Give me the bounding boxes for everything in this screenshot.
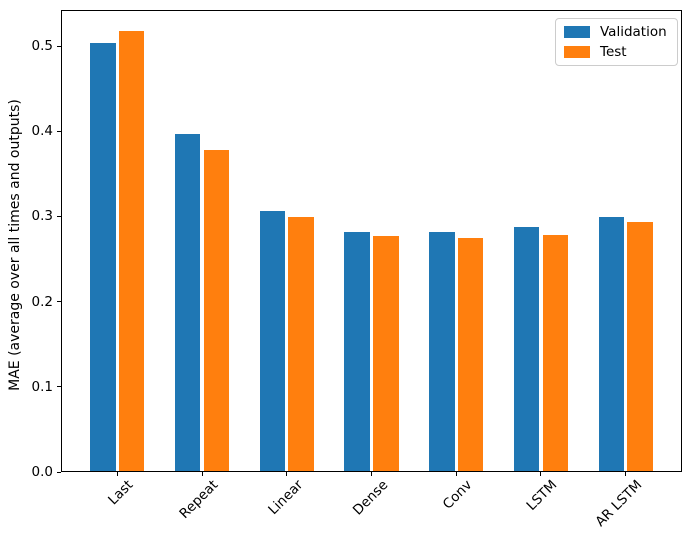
bar-test-conv: [457, 237, 484, 471]
x-tick-mark: [286, 472, 288, 476]
bar-test-linear: [288, 217, 314, 471]
x-tick-mark: [625, 472, 627, 476]
bar-test-repeat: [203, 149, 230, 471]
x-tick-label-repeat: Repeat: [176, 477, 222, 522]
legend-swatch-test: [564, 46, 590, 58]
y-tick-label: 0.1: [31, 378, 53, 395]
bar-test-ar-lstm: [627, 222, 653, 471]
x-tick-label-last: Last: [105, 477, 137, 509]
bar-validation-conv: [429, 232, 455, 471]
x-tick-label-ar-lstm: AR LSTM: [592, 477, 646, 530]
y-tick-label: 0.0: [31, 464, 53, 480]
bar-validation-dense: [344, 232, 370, 471]
x-tick-mark: [455, 472, 457, 476]
y-tick-label: 0.4: [31, 123, 53, 140]
bar-test-last: [118, 31, 145, 471]
y-tick-label: 0.2: [31, 293, 53, 310]
y-tick-mark: [57, 215, 61, 217]
bar-validation-last: [90, 43, 116, 471]
y-tick-mark: [57, 471, 61, 473]
y-tick-mark: [57, 130, 61, 132]
bar-validation-ar-lstm: [598, 217, 625, 471]
bar-validation-lstm: [513, 227, 540, 471]
bar-test-lstm: [542, 235, 569, 471]
legend-label-validation: Validation: [600, 24, 667, 40]
x-tick-label-dense: Dense: [349, 477, 391, 519]
y-tick-mark: [57, 301, 61, 303]
y-tick-mark: [57, 45, 61, 47]
y-tick-label: 0.3: [31, 208, 53, 225]
plot-area: [61, 10, 682, 472]
y-axis-label: MAE (average over all times and outputs): [7, 99, 23, 391]
x-tick-mark: [540, 472, 542, 476]
legend-swatch-validation: [564, 26, 590, 38]
legend-label-test: Test: [600, 44, 627, 60]
legend-item-validation: Validation: [564, 25, 667, 39]
y-tick-mark: [57, 386, 61, 388]
bar-test-dense: [373, 235, 399, 471]
x-tick-label-lstm: LSTM: [523, 477, 561, 514]
x-tick-mark: [201, 472, 203, 476]
bar-validation-repeat: [174, 133, 201, 471]
x-tick-mark: [116, 472, 118, 476]
legend: Validation Test: [555, 18, 678, 66]
y-tick-label: 0.5: [31, 38, 53, 55]
x-tick-label-conv: Conv: [440, 477, 476, 513]
bar-validation-linear: [259, 211, 286, 471]
legend-item-test: Test: [564, 45, 667, 59]
x-tick-mark: [371, 472, 372, 476]
x-tick-label-linear: Linear: [265, 477, 307, 518]
